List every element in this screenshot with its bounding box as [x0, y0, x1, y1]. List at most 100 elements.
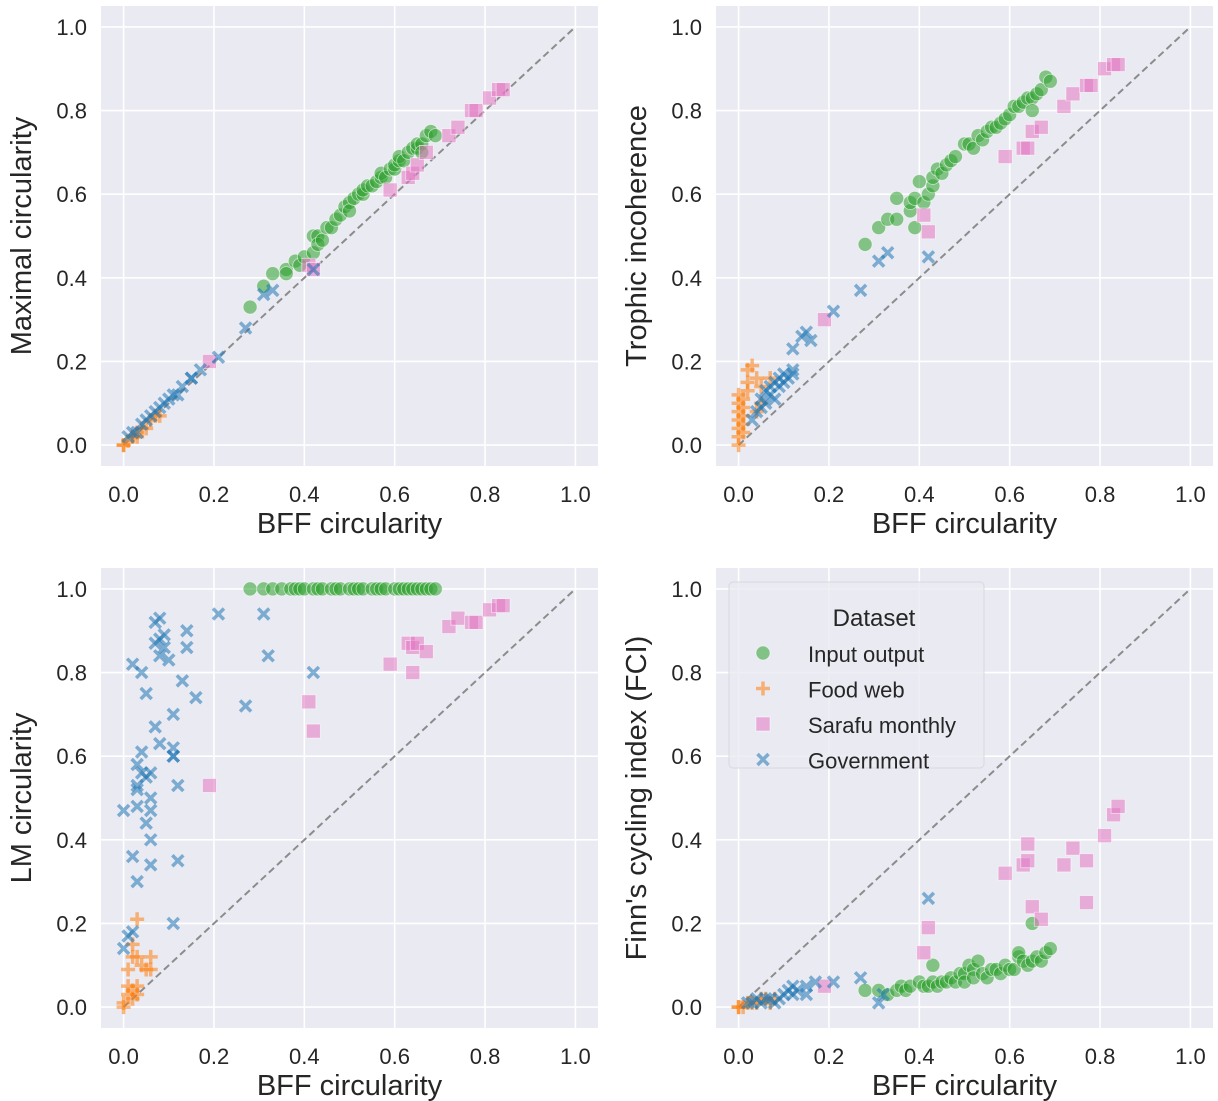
data-point — [880, 245, 895, 260]
data-point — [418, 644, 434, 660]
x-axis-label: BFF circularity — [257, 508, 443, 540]
y-tick-label: 0.6 — [56, 182, 87, 207]
legend-box — [728, 581, 985, 769]
y-tick-label: 0.2 — [56, 349, 87, 374]
data-point — [736, 392, 751, 407]
data-point — [382, 656, 398, 672]
data-point — [804, 333, 818, 348]
data-point — [758, 991, 773, 1006]
series-government — [121, 262, 321, 444]
y-tick-label: 0.0 — [56, 995, 87, 1020]
data-point — [916, 207, 932, 223]
data-point — [256, 607, 271, 621]
data-point — [495, 598, 511, 614]
data-point — [116, 941, 131, 956]
data-point — [427, 128, 443, 144]
data-point — [152, 611, 167, 625]
data-point — [143, 766, 158, 780]
data-point — [970, 953, 986, 969]
x-tick-label: 0.8 — [1085, 1044, 1116, 1069]
data-point — [1024, 103, 1040, 118]
data-point — [786, 342, 800, 356]
data-point — [130, 949, 145, 964]
data-point — [143, 962, 158, 977]
data-point — [171, 388, 185, 402]
legend-marker-plus-icon — [756, 681, 770, 696]
data-point — [871, 996, 886, 1010]
series-sarafu-monthly — [817, 798, 1126, 994]
data-point — [143, 791, 158, 805]
y-tick-label: 0.0 — [56, 433, 87, 458]
data-point — [450, 610, 466, 626]
series-input-output — [857, 69, 1058, 252]
x-tick-label: 1.0 — [560, 1044, 591, 1069]
panel-bottom-left: 0.0 0.2 0.4 0.6 0.8 1.0 0.0 0.2 0.4 0.6 0.8 1.0 BFF … — [6, 568, 598, 1101]
series-government — [116, 607, 321, 956]
data-point — [238, 321, 253, 335]
data-point — [130, 912, 145, 927]
data-point — [166, 741, 181, 755]
y-tick-label: 0.0 — [671, 995, 702, 1020]
data-point — [166, 707, 181, 722]
y-tick-label: 1.0 — [671, 577, 702, 602]
data-point — [116, 803, 131, 818]
data-point — [143, 833, 158, 847]
series-input-output — [857, 916, 1058, 1002]
data-point — [130, 782, 144, 797]
data-point — [152, 649, 167, 663]
y-tick-label: 1.0 — [671, 15, 702, 40]
data-point — [265, 283, 280, 298]
y-tick-label: 0.8 — [671, 99, 702, 124]
data-point — [143, 858, 158, 872]
x-tick-label: 0.4 — [289, 1044, 320, 1069]
y-tick-label: 0.8 — [56, 661, 87, 686]
x-tick-label: 0.6 — [994, 1044, 1025, 1069]
data-point — [468, 103, 484, 118]
x-tick-label: 0.0 — [723, 1044, 754, 1069]
panel-top-left: 0.0 0.2 0.4 0.6 0.8 1.0 0.0 0.2 0.4 0.6 0.8 1.0 BFF … — [6, 6, 598, 540]
data-point — [261, 649, 275, 663]
data-point — [148, 720, 162, 734]
data-point — [826, 304, 841, 319]
data-point — [130, 757, 144, 772]
data-point — [799, 987, 814, 1002]
data-point — [139, 686, 153, 701]
data-point — [134, 665, 149, 680]
data-point — [306, 665, 321, 680]
x-tick-label: 0.0 — [108, 482, 139, 507]
data-point — [125, 849, 140, 864]
x-tick-label: 0.0 — [723, 482, 754, 507]
data-point — [1110, 798, 1126, 814]
x-tick-label: 0.2 — [199, 482, 230, 507]
data-point — [1056, 98, 1072, 114]
identity-line — [737, 26, 1192, 446]
series-input-output — [242, 581, 443, 597]
data-point — [1020, 140, 1036, 156]
y-tick-label: 0.2 — [671, 349, 702, 374]
legend-marker-x-icon — [756, 752, 770, 767]
data-point — [786, 363, 800, 377]
panel-bottom-right: 0.0 0.2 0.4 0.6 0.8 1.0 0.0 0.2 0.4 0.6 0.8 1.0 BFF … — [621, 568, 1213, 1101]
data-point — [948, 149, 963, 164]
data-point — [1020, 853, 1036, 869]
identity-line — [122, 588, 577, 1008]
x-tick-label: 0.6 — [379, 482, 410, 507]
data-point — [130, 799, 144, 814]
data-point — [1042, 73, 1058, 89]
data-point — [853, 283, 868, 298]
data-point — [920, 224, 936, 240]
data-point — [125, 925, 140, 939]
y-tick-label: 0.0 — [671, 433, 702, 458]
legend-title: Dataset — [833, 605, 916, 632]
data-point — [468, 614, 484, 630]
legend-item-government: Government — [756, 749, 929, 774]
y-tick-label: 0.6 — [56, 744, 87, 769]
data-point — [211, 607, 226, 621]
panel-top-right: 0.0 0.2 0.4 0.6 0.8 1.0 0.0 0.2 0.4 0.6 0.8 1.0 BFF … — [621, 6, 1213, 540]
x-tick-label: 0.6 — [994, 482, 1025, 507]
legend-label: Input output — [808, 642, 924, 667]
data-point — [409, 157, 425, 173]
x-tick-label: 0.8 — [1085, 482, 1116, 507]
data-point — [1079, 895, 1094, 910]
